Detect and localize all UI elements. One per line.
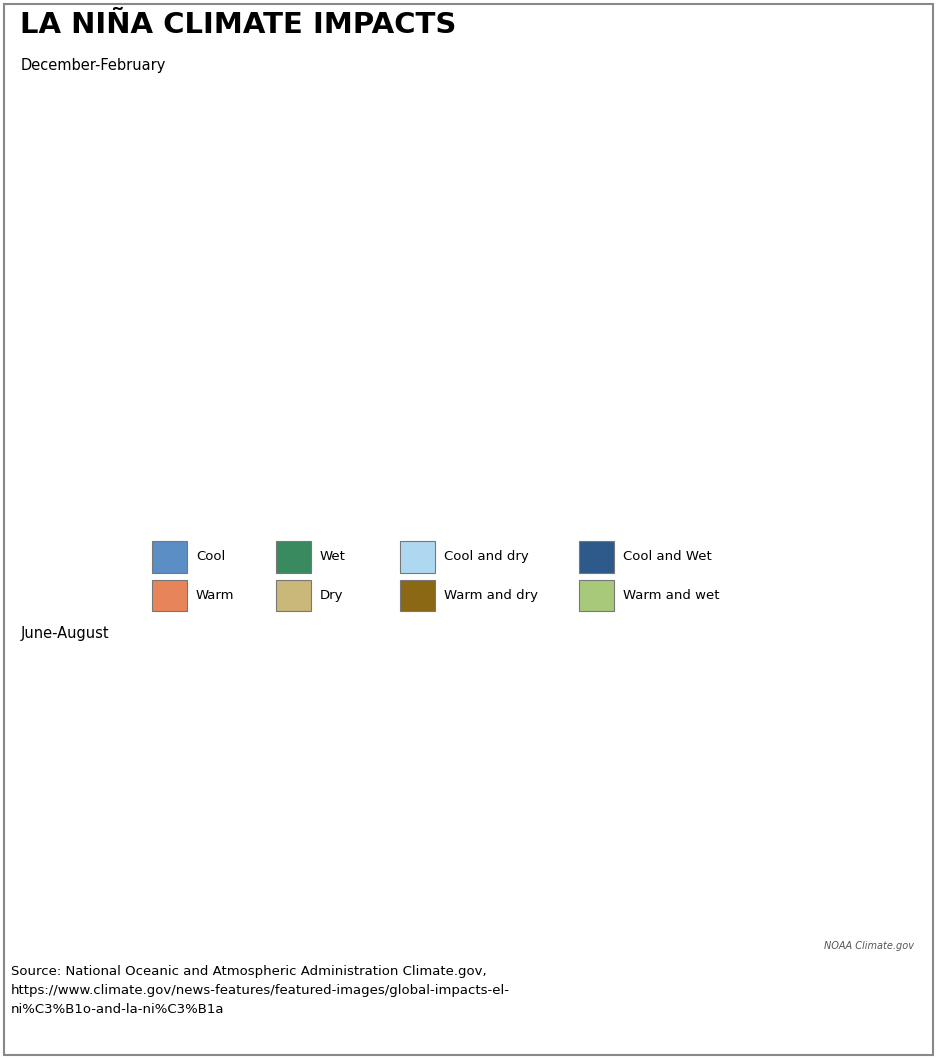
Text: Dry: Dry	[319, 589, 343, 603]
Text: Cool and dry: Cool and dry	[444, 551, 528, 563]
Text: June-August: June-August	[21, 626, 109, 641]
Text: Warm: Warm	[196, 589, 234, 603]
Bar	[152, 541, 186, 573]
Text: NOAA Climate.gov: NOAA Climate.gov	[823, 940, 913, 951]
Bar	[275, 541, 310, 573]
Bar	[152, 580, 186, 611]
Text: Warm and wet: Warm and wet	[622, 589, 719, 603]
Text: Warm and dry: Warm and dry	[444, 589, 537, 603]
Bar	[399, 580, 434, 611]
Bar	[275, 580, 310, 611]
Text: Wet: Wet	[319, 551, 345, 563]
Text: Cool: Cool	[196, 551, 225, 563]
Bar	[578, 541, 613, 573]
Text: December-February: December-February	[21, 58, 166, 73]
Text: Source: National Oceanic and Atmospheric Administration Climate.gov,
https://www: Source: National Oceanic and Atmospheric…	[11, 965, 510, 1016]
Text: Cool and Wet: Cool and Wet	[622, 551, 710, 563]
Text: LA NIÑA CLIMATE IMPACTS: LA NIÑA CLIMATE IMPACTS	[21, 12, 456, 39]
Bar	[399, 541, 434, 573]
Bar	[578, 580, 613, 611]
